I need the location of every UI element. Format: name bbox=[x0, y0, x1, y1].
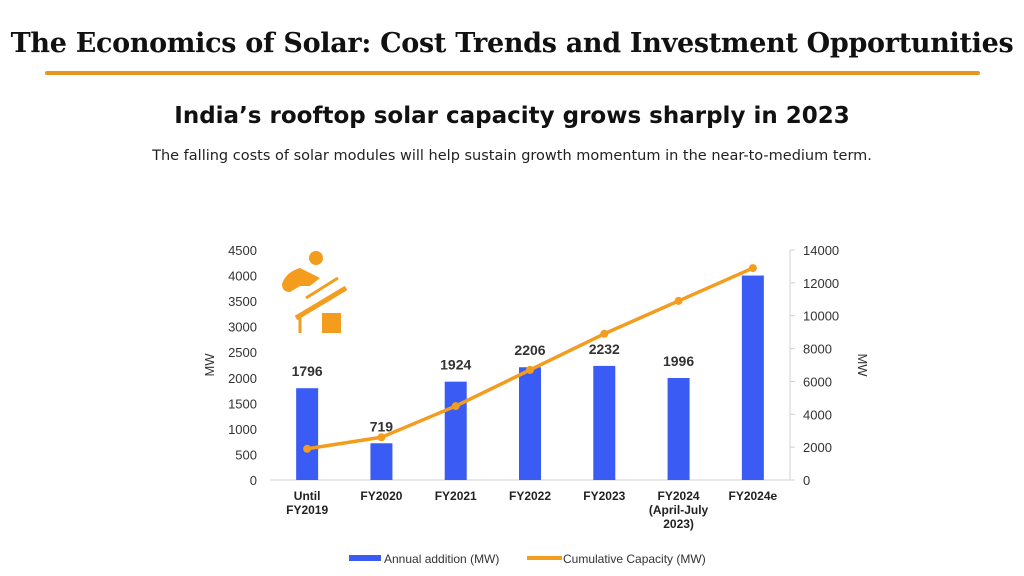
bar-data-label: 1996 bbox=[663, 353, 694, 369]
bar bbox=[370, 443, 393, 480]
y-left-tick-label: 4500 bbox=[228, 243, 257, 258]
y-left-tick-label: 2500 bbox=[228, 345, 257, 360]
y-right-tick-label: 4000 bbox=[803, 407, 832, 422]
bar bbox=[741, 275, 764, 480]
line-point bbox=[674, 296, 683, 305]
line-point bbox=[600, 329, 609, 338]
y-right-tick-label: 12000 bbox=[803, 276, 839, 291]
x-tick-label: 2023) bbox=[663, 517, 694, 531]
y-left-tick-label: 0 bbox=[250, 473, 257, 488]
legend: Annual addition (MW) Cumulative Capacity… bbox=[349, 552, 706, 566]
x-tick-label: FY2024e bbox=[729, 489, 778, 503]
line-point bbox=[748, 264, 757, 273]
y-right-tick-label: 2000 bbox=[803, 440, 832, 455]
y-right-axis-label: MW bbox=[855, 353, 870, 377]
y-left-tick-label: 1000 bbox=[228, 422, 257, 437]
y-right-tick-label: 6000 bbox=[803, 374, 832, 389]
bar-data-label: 2206 bbox=[514, 342, 545, 358]
x-tick-label: FY2019 bbox=[286, 503, 328, 517]
legend-label-bar: Annual addition (MW) bbox=[384, 552, 499, 566]
bar bbox=[519, 367, 541, 480]
y-right-tick-label: 14000 bbox=[803, 243, 839, 258]
y-left-tick-label: 2000 bbox=[228, 371, 257, 386]
chart-title: India’s rooftop solar capacity grows sha… bbox=[174, 103, 850, 129]
bar bbox=[444, 381, 467, 480]
bar bbox=[593, 365, 616, 480]
bar-data-label: 719 bbox=[370, 418, 394, 434]
x-tick-label: FY2021 bbox=[435, 489, 477, 503]
legend-swatch-bar bbox=[349, 555, 381, 561]
solar-installer-icon bbox=[282, 251, 348, 333]
line-point bbox=[377, 433, 386, 442]
y-left-tick-label: 1500 bbox=[228, 396, 257, 411]
x-tick-label: (April-July bbox=[649, 503, 709, 517]
y-right-tick-label: 0 bbox=[803, 473, 810, 488]
y-left-tick-label: 3000 bbox=[228, 320, 257, 335]
title-underline bbox=[45, 71, 980, 75]
y-left-axis-label: MW bbox=[202, 353, 217, 377]
y-left-tick-label: 3500 bbox=[228, 294, 257, 309]
line-point bbox=[303, 444, 312, 453]
x-tick-label: FY2022 bbox=[509, 489, 551, 503]
x-tick-label: Until bbox=[294, 489, 321, 503]
legend-label-line: Cumulative Capacity (MW) bbox=[563, 552, 706, 566]
y-right-tick-label: 8000 bbox=[803, 342, 832, 357]
bar-data-label: 1796 bbox=[292, 363, 323, 379]
x-tick-label: FY2020 bbox=[360, 489, 402, 503]
y-left-tick-label: 500 bbox=[235, 447, 257, 462]
y-left-tick-label: 4000 bbox=[228, 269, 257, 284]
y-right-tick-label: 10000 bbox=[803, 309, 839, 324]
x-tick-label: FY2023 bbox=[583, 489, 625, 503]
line-point bbox=[451, 402, 460, 411]
bar bbox=[667, 377, 690, 480]
bar-data-label: 1924 bbox=[440, 357, 471, 373]
bar bbox=[296, 388, 319, 480]
chart-subtitle: The falling costs of solar modules will … bbox=[152, 148, 872, 164]
line-point bbox=[526, 365, 534, 374]
page-title: The Economics of Solar: Cost Trends and … bbox=[10, 28, 1014, 59]
bar-data-label: 2232 bbox=[589, 341, 620, 357]
x-tick-label: FY2024 bbox=[658, 489, 700, 503]
